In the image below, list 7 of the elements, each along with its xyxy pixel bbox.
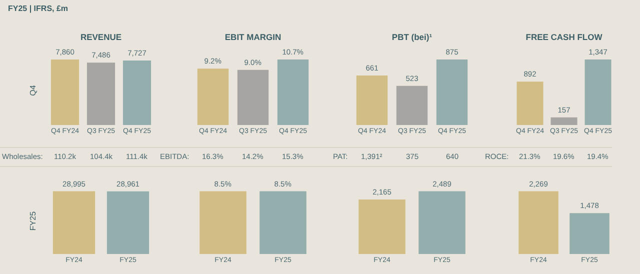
chart-title: FREE CASH FLOW (526, 32, 604, 42)
text: FY25 | IFRS, £m (8, 4, 68, 13)
y-axis-title: Q4 (28, 84, 38, 96)
chart-title: EBIT MARGIN (224, 32, 282, 42)
y-axis-title: FY25 (28, 210, 38, 231)
chart-title: REVENUE (80, 32, 122, 42)
chart-title: PBT (bei)¹ (392, 32, 432, 42)
